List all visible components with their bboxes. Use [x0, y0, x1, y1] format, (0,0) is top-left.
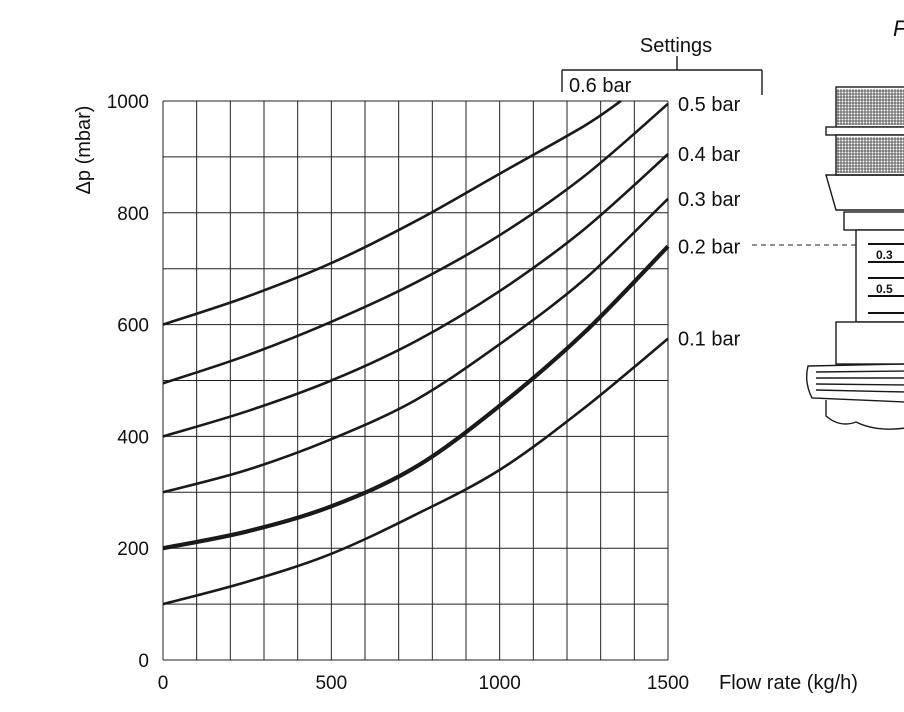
y-tick-label: 800 — [117, 204, 149, 225]
series-label-0-2-bar: 0.2 bar — [678, 236, 741, 258]
curves — [162, 99, 670, 606]
x-tick-labels: 0 500 1000 1500 — [158, 673, 689, 694]
x-axis-title: Flow rate (kg/h) — [719, 672, 858, 694]
series-line-0-2-bar — [162, 244, 670, 551]
series-label-0-5-bar: 0.5 bar — [678, 94, 741, 116]
y-tick-label: 200 — [117, 539, 149, 560]
y-tick-labels: 0 200 400 600 800 1000 — [107, 92, 149, 672]
series-labels: 0.1 bar 0.2 bar 0.3 bar 0.4 bar 0.5 bar 0.6 b… — [569, 75, 741, 351]
y-tick-label: 600 — [117, 316, 149, 337]
scale-mark-0-5: 0.5 — [876, 282, 893, 296]
x-tick-label: 500 — [315, 673, 347, 694]
knurl-bottom — [836, 137, 904, 173]
series-line-0-4-bar — [162, 153, 669, 438]
grid — [162, 100, 669, 661]
y-axis-title: Δp (mbar) — [73, 106, 95, 195]
valve-illustration: F 0.3 0.5 — [805, 16, 904, 430]
series-label-0-1-bar: 0.1 bar — [678, 329, 741, 351]
series-label-0-6-bar: 0.6 bar — [569, 75, 632, 97]
y-tick-label: 0 — [138, 651, 149, 672]
y-tick-label: 400 — [117, 427, 149, 448]
scale-mark-0-3: 0.3 — [876, 248, 893, 262]
x-tick-label: 1500 — [647, 673, 689, 694]
y-tick-label: 1000 — [107, 92, 149, 113]
series-line-0-1-bar — [162, 337, 669, 606]
series-line-0-6-bar — [162, 99, 622, 326]
series-label-0-3-bar: 0.3 bar — [678, 189, 741, 211]
series-line-0-5-bar — [162, 102, 669, 385]
settings-bracket: Settings — [561, 35, 763, 95]
settings-title: Settings — [640, 35, 712, 57]
x-tick-label: 0 — [158, 673, 169, 694]
knurl-top — [836, 89, 904, 125]
cut-off-letter: F — [893, 16, 904, 41]
series-line-0-3-bar — [162, 197, 669, 494]
x-tick-label: 1000 — [479, 673, 521, 694]
series-label-0-4-bar: 0.4 bar — [678, 144, 741, 166]
